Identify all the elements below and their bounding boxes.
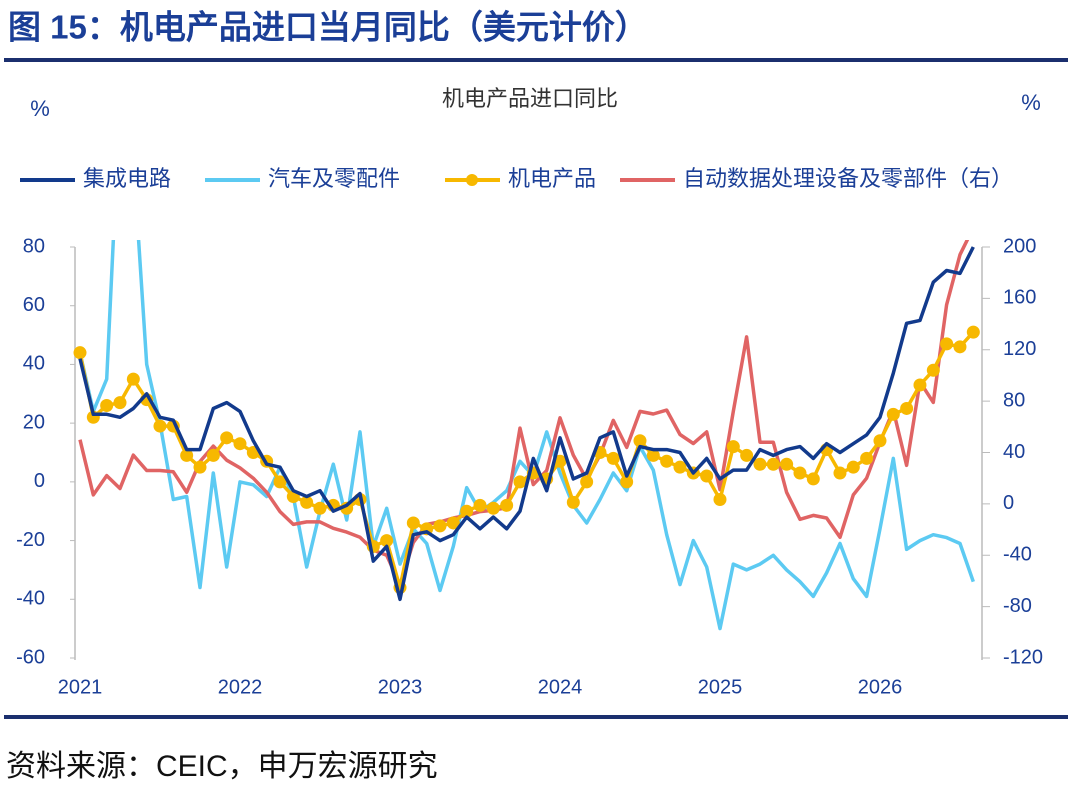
footer-rule xyxy=(4,715,1068,719)
point-marker xyxy=(780,457,794,471)
point-marker xyxy=(806,472,820,486)
y-tick-label: 40 xyxy=(23,353,45,375)
y-tick-label: 80 xyxy=(23,235,45,257)
point-marker xyxy=(473,498,487,512)
point-marker xyxy=(700,469,714,483)
chart-title: 机电产品进口同比 xyxy=(442,86,618,111)
y-axis-label: % xyxy=(30,96,50,121)
point-marker xyxy=(620,475,634,489)
legend-label: 汽车及零配件 xyxy=(268,166,400,191)
y-tick-label: -60 xyxy=(16,646,45,668)
legend-label: 机电产品 xyxy=(508,166,596,191)
x-tick-label: 2025 xyxy=(698,676,743,698)
point-marker xyxy=(446,516,460,530)
point-marker xyxy=(313,501,327,515)
x-tick-label: 2024 xyxy=(538,676,583,698)
point-marker xyxy=(206,448,220,462)
point-marker xyxy=(300,495,314,509)
y2-tick-label: 120 xyxy=(1003,338,1036,360)
y2-tick-label: -120 xyxy=(1003,646,1043,668)
point-marker xyxy=(766,457,780,471)
point-marker xyxy=(433,519,447,533)
y2-tick-label: 80 xyxy=(1003,389,1025,411)
point-marker xyxy=(966,325,980,339)
point-marker xyxy=(726,440,740,454)
y-tick-label: -20 xyxy=(16,529,45,551)
point-marker xyxy=(740,448,754,462)
point-marker xyxy=(913,378,927,392)
y-tick-label: -40 xyxy=(16,588,45,610)
point-marker xyxy=(900,401,914,415)
point-marker xyxy=(553,454,567,468)
y-tick-label: 60 xyxy=(23,294,45,316)
point-marker xyxy=(793,466,807,480)
point-marker xyxy=(660,454,674,468)
point-marker xyxy=(953,340,967,354)
x-tick-label: 2022 xyxy=(218,676,263,698)
point-marker xyxy=(513,475,527,489)
point-marker xyxy=(193,460,207,474)
point-marker xyxy=(153,419,167,433)
point-marker xyxy=(886,407,900,421)
series-line xyxy=(78,240,975,631)
point-marker xyxy=(606,451,620,465)
point-marker xyxy=(273,475,287,489)
point-marker xyxy=(406,516,420,530)
y2-tick-label: -80 xyxy=(1003,595,1032,617)
point-marker xyxy=(846,460,860,474)
point-marker xyxy=(380,534,394,548)
x-tick-label: 2026 xyxy=(858,676,903,698)
point-marker xyxy=(100,399,114,413)
point-marker xyxy=(180,448,194,462)
title-rule xyxy=(4,58,1068,62)
legend-marker xyxy=(466,174,478,186)
point-marker xyxy=(220,431,234,445)
point-marker xyxy=(566,495,580,509)
point-marker xyxy=(233,437,247,451)
point-marker xyxy=(673,460,687,474)
point-marker xyxy=(833,466,847,480)
figure-title: 图 15：机电产品进口当月同比（美元计价） xyxy=(8,9,648,46)
point-marker xyxy=(753,457,767,471)
source-note: 资料来源：CEIC，申万宏源研究 xyxy=(6,750,438,783)
y2-tick-label: -40 xyxy=(1003,544,1032,566)
y2-tick-label: 0 xyxy=(1003,492,1014,514)
y2-tick-label: 200 xyxy=(1003,235,1036,257)
point-marker xyxy=(486,501,500,515)
point-marker xyxy=(633,434,647,448)
legend-label: 自动数据处理设备及零部件（右） xyxy=(683,166,1013,191)
point-marker xyxy=(113,396,127,410)
point-marker xyxy=(860,451,874,465)
point-marker xyxy=(873,434,887,448)
point-marker xyxy=(713,492,727,506)
point-marker xyxy=(940,337,954,351)
series-line xyxy=(78,246,975,602)
legend-label: 集成电路 xyxy=(83,166,171,191)
x-tick-label: 2023 xyxy=(378,676,423,698)
point-marker xyxy=(126,372,140,386)
y2-axis-label: % xyxy=(1021,90,1041,115)
point-marker xyxy=(500,498,514,512)
x-tick-label: 2021 xyxy=(58,676,103,698)
point-marker xyxy=(580,475,594,489)
point-marker xyxy=(646,448,660,462)
point-marker xyxy=(73,346,87,360)
point-marker xyxy=(926,363,940,377)
y2-tick-label: 40 xyxy=(1003,441,1025,463)
y2-tick-label: 160 xyxy=(1003,287,1036,309)
plot-area xyxy=(73,240,980,631)
point-marker xyxy=(460,504,474,518)
y-tick-label: 20 xyxy=(23,411,45,433)
series-line xyxy=(78,240,970,587)
y-tick-label: 0 xyxy=(34,470,45,492)
